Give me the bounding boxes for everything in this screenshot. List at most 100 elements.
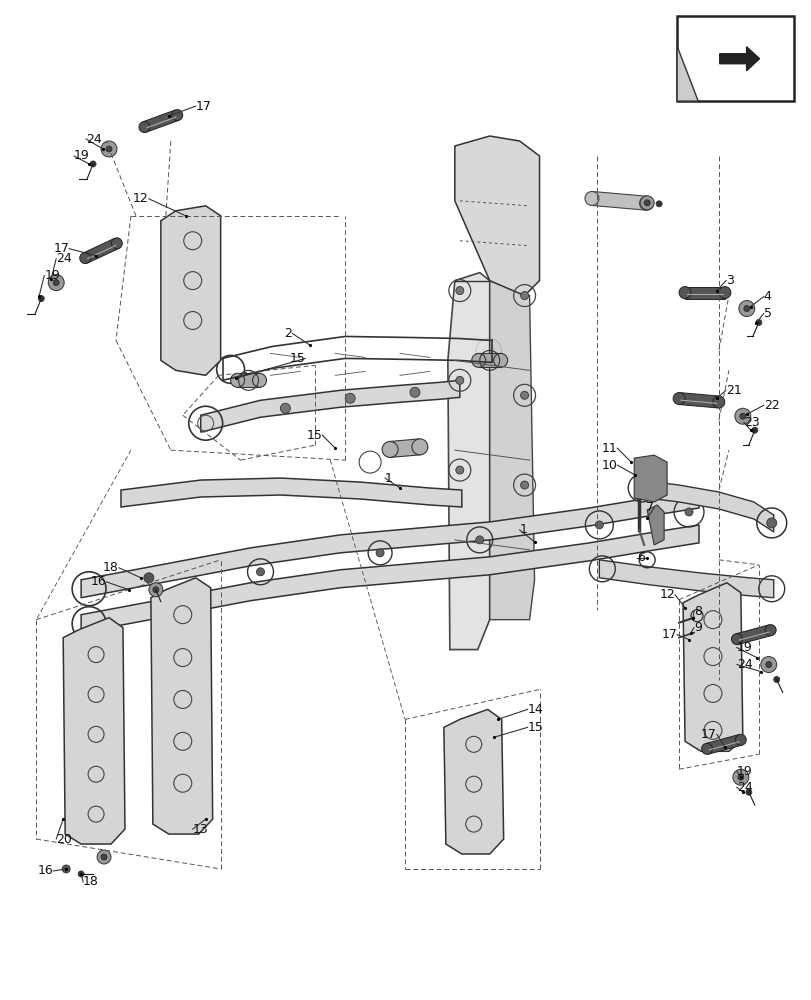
Circle shape [643, 200, 650, 206]
Circle shape [764, 625, 775, 636]
Circle shape [152, 587, 159, 593]
Circle shape [735, 734, 745, 745]
Text: 3: 3 [725, 274, 733, 287]
Circle shape [712, 396, 724, 408]
Circle shape [101, 854, 107, 860]
Text: 17: 17 [54, 242, 69, 255]
Text: 18: 18 [83, 875, 99, 888]
Circle shape [520, 481, 528, 489]
Text: 4: 4 [763, 290, 770, 303]
Circle shape [751, 427, 757, 433]
Text: 10: 10 [601, 459, 616, 472]
Text: 16: 16 [90, 575, 106, 588]
Circle shape [737, 774, 743, 780]
Polygon shape [719, 47, 758, 71]
Text: 7: 7 [646, 501, 654, 514]
Text: 9: 9 [693, 621, 701, 634]
Polygon shape [143, 110, 179, 132]
Circle shape [655, 201, 661, 207]
Circle shape [79, 253, 91, 264]
Circle shape [172, 110, 182, 121]
Circle shape [148, 583, 163, 597]
Text: 24: 24 [736, 781, 752, 794]
Circle shape [731, 634, 741, 645]
Circle shape [382, 441, 397, 457]
Circle shape [101, 141, 117, 157]
Polygon shape [83, 238, 119, 263]
Circle shape [471, 353, 485, 367]
Circle shape [672, 393, 684, 405]
Circle shape [738, 301, 754, 317]
Text: 14: 14 [527, 703, 543, 716]
Text: 22: 22 [763, 399, 779, 412]
Text: 24: 24 [56, 252, 72, 265]
Text: 1: 1 [384, 472, 393, 485]
Circle shape [745, 789, 751, 795]
Text: 12: 12 [659, 588, 674, 601]
Polygon shape [676, 46, 697, 101]
Circle shape [584, 191, 599, 205]
Circle shape [475, 536, 483, 544]
Polygon shape [705, 735, 741, 754]
Polygon shape [735, 625, 771, 644]
Polygon shape [81, 490, 698, 598]
Text: 24: 24 [86, 133, 101, 146]
Circle shape [411, 439, 427, 455]
Polygon shape [638, 480, 773, 532]
Text: 2: 2 [284, 327, 292, 340]
Polygon shape [489, 281, 534, 620]
Bar [676, 16, 793, 101]
Polygon shape [599, 560, 773, 598]
Text: 11: 11 [601, 442, 616, 455]
Text: 15: 15 [306, 429, 322, 442]
Circle shape [718, 287, 730, 299]
Polygon shape [454, 136, 539, 296]
Polygon shape [590, 191, 646, 210]
Text: 12: 12 [133, 192, 148, 205]
Circle shape [106, 146, 112, 152]
Text: 17: 17 [700, 728, 716, 741]
Text: 24: 24 [736, 658, 752, 671]
Polygon shape [478, 353, 500, 367]
Polygon shape [684, 287, 724, 299]
Circle shape [280, 403, 290, 413]
Text: 15: 15 [289, 352, 305, 365]
Text: 13: 13 [192, 823, 208, 836]
Text: 6: 6 [637, 551, 644, 564]
Circle shape [78, 871, 84, 877]
Polygon shape [389, 439, 420, 457]
Circle shape [765, 662, 770, 668]
Circle shape [410, 387, 419, 397]
Circle shape [256, 568, 264, 576]
Text: 15: 15 [527, 721, 543, 734]
Text: 21: 21 [725, 384, 740, 397]
Circle shape [252, 373, 266, 387]
Polygon shape [81, 525, 698, 633]
Circle shape [455, 376, 463, 384]
Text: 19: 19 [44, 269, 60, 282]
Text: 17: 17 [660, 628, 676, 641]
Text: 18: 18 [103, 561, 119, 574]
Circle shape [760, 657, 776, 673]
Text: 5: 5 [763, 307, 770, 320]
Circle shape [230, 373, 244, 387]
Polygon shape [151, 578, 212, 834]
Text: 19: 19 [74, 149, 90, 162]
Circle shape [90, 161, 96, 167]
Circle shape [520, 391, 528, 399]
Circle shape [520, 292, 528, 300]
Polygon shape [161, 206, 221, 375]
Circle shape [139, 122, 150, 133]
Circle shape [678, 287, 690, 299]
Text: 23: 23 [743, 416, 758, 429]
Circle shape [375, 549, 384, 557]
Circle shape [701, 743, 712, 754]
Text: 17: 17 [195, 100, 212, 113]
Polygon shape [633, 455, 667, 502]
Circle shape [455, 466, 463, 474]
Circle shape [773, 677, 779, 682]
Circle shape [755, 320, 761, 325]
Polygon shape [682, 583, 742, 751]
Text: 19: 19 [736, 765, 752, 778]
Polygon shape [200, 380, 459, 432]
